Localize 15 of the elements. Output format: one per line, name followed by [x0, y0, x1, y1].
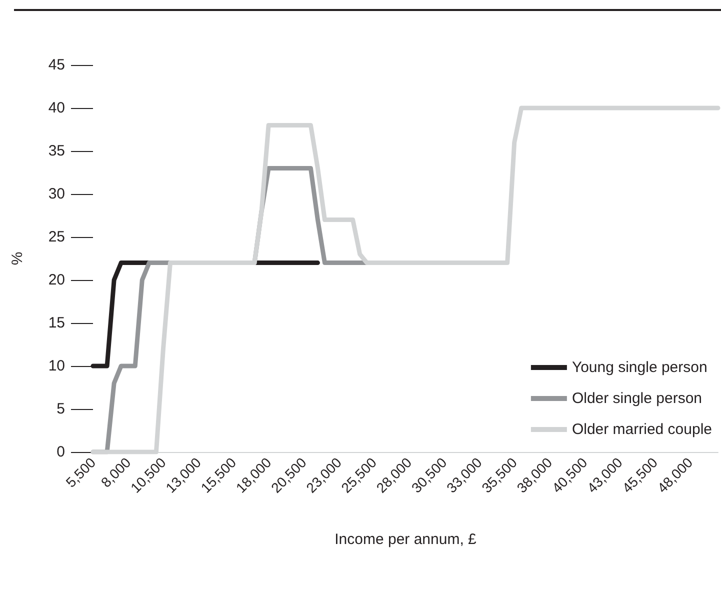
legend-label: Older single person: [572, 390, 702, 407]
y-tick-label: 25: [48, 228, 65, 246]
y-tick-label: 0: [56, 444, 65, 460]
y-axis-title: %: [9, 252, 26, 266]
x-axis-title: Income per annum, £: [334, 531, 478, 548]
legend-label: Young single person: [572, 359, 708, 376]
y-tick-label: 45: [48, 56, 65, 74]
y-tick-label: 15: [48, 314, 65, 332]
y-tick-label: 5: [56, 400, 65, 418]
y-tick-label: 35: [48, 142, 65, 160]
y-tick-label: 10: [48, 358, 65, 374]
y-tick-label: 30: [48, 186, 65, 202]
y-tick-label: 20: [48, 272, 65, 288]
y-tick-label: 40: [48, 100, 65, 116]
legend-label: Older married couple: [572, 421, 712, 438]
